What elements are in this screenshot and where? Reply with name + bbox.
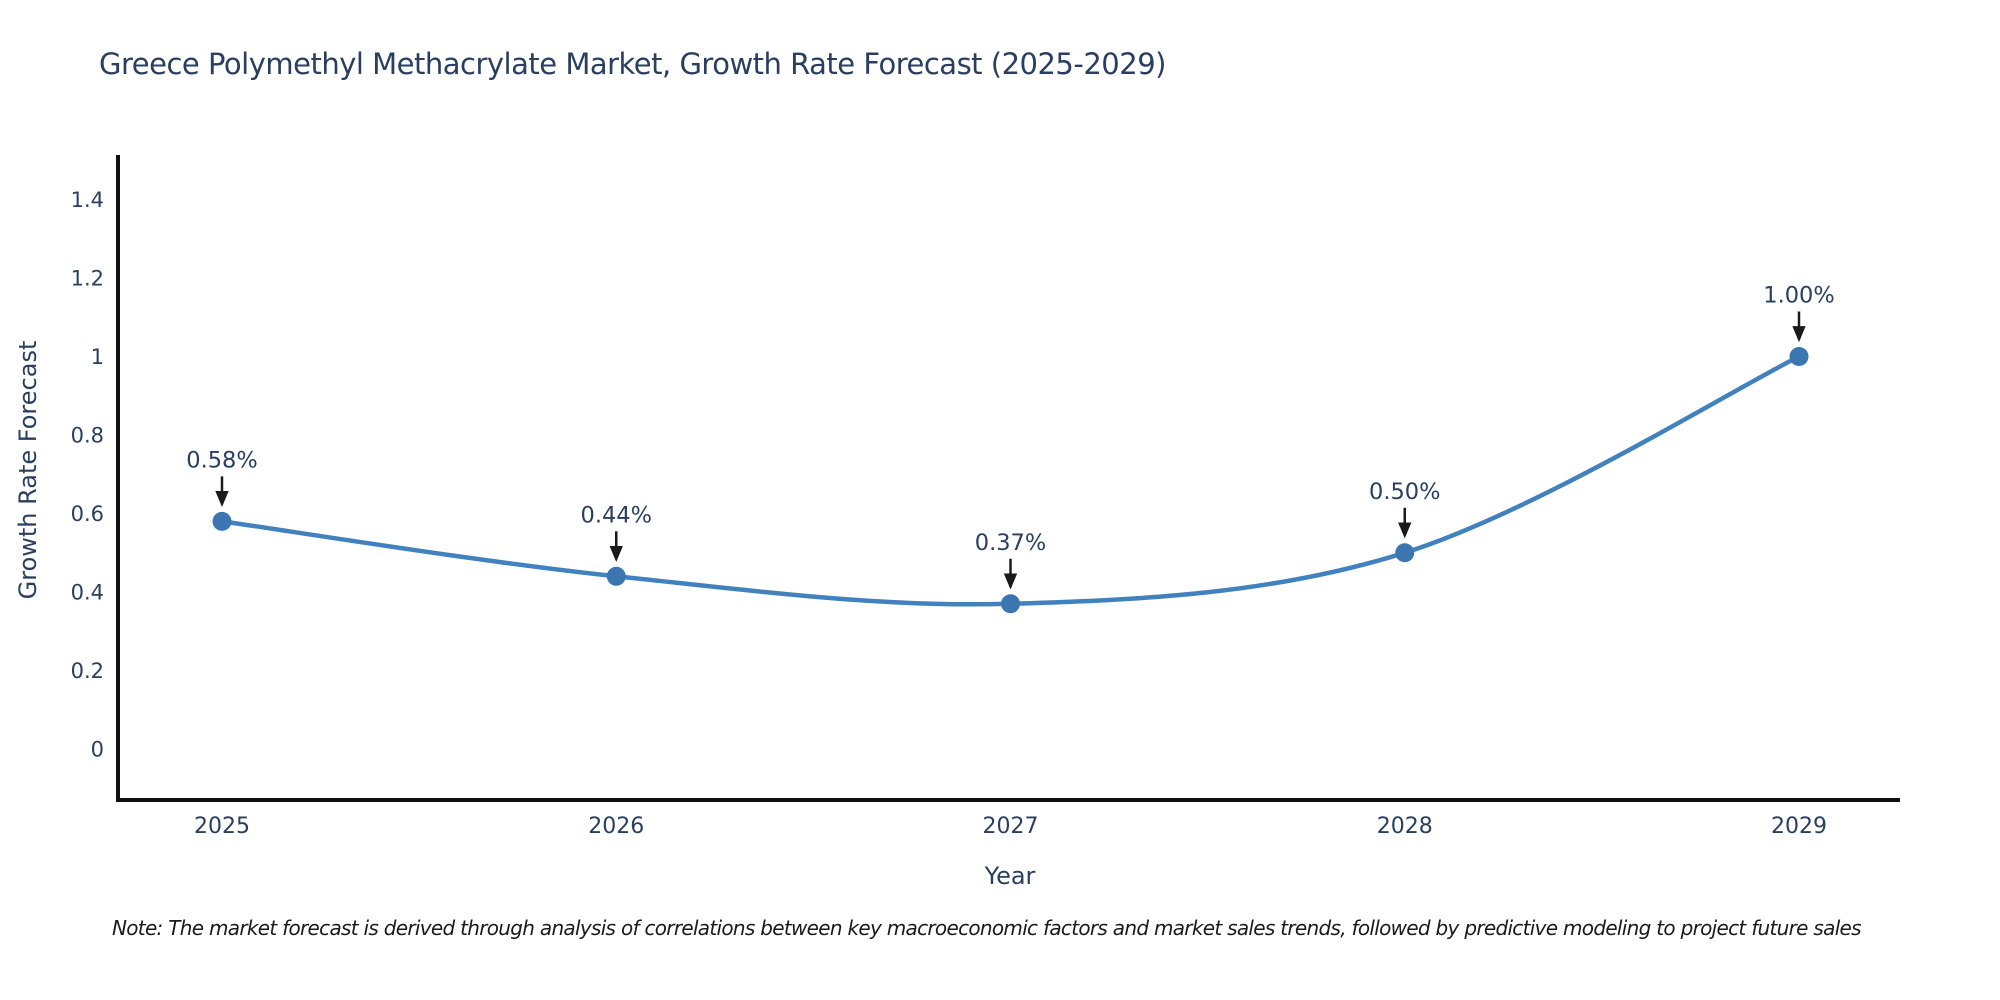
x-tick-label: 2028 bbox=[1377, 814, 1433, 839]
point-annotation-label: 1.00% bbox=[1763, 283, 1834, 309]
x-tick-label: 2026 bbox=[588, 814, 644, 839]
x-tick-label: 2027 bbox=[983, 814, 1039, 839]
x-tick-label: 2025 bbox=[194, 814, 250, 839]
data-point-marker[interactable] bbox=[1001, 594, 1020, 614]
point-annotation-label: 0.37% bbox=[975, 530, 1046, 556]
y-tick-label: 0 bbox=[91, 738, 104, 762]
data-point-marker[interactable] bbox=[212, 511, 232, 531]
trace-line bbox=[219, 354, 1802, 607]
data-point-marker[interactable] bbox=[1789, 347, 1809, 366]
point-annotation-label: 0.50% bbox=[1369, 479, 1440, 505]
y-tick-label: 1 bbox=[91, 345, 104, 369]
point-annotation-label: 0.44% bbox=[581, 502, 652, 528]
chart-title: Greece Polymethyl Methacrylate Market, G… bbox=[99, 47, 1166, 81]
y-tick-label: 0.6 bbox=[71, 502, 104, 526]
x-tick-label: 2029 bbox=[1771, 814, 1827, 839]
y-tick-label: 1.4 bbox=[71, 188, 104, 212]
data-point-marker[interactable] bbox=[1395, 543, 1415, 563]
x-axis-title: Year bbox=[984, 862, 1036, 890]
y-tick-label: 0.8 bbox=[71, 424, 104, 448]
data-point-marker[interactable] bbox=[606, 566, 626, 586]
y-tick-label: 0.4 bbox=[71, 581, 104, 605]
footnote: Note: The market forecast is derived thr… bbox=[112, 916, 1862, 940]
y-tick-label: 0.2 bbox=[71, 659, 104, 683]
point-annotation-label: 0.58% bbox=[186, 447, 257, 473]
y-tick-label: 1.2 bbox=[71, 267, 104, 291]
